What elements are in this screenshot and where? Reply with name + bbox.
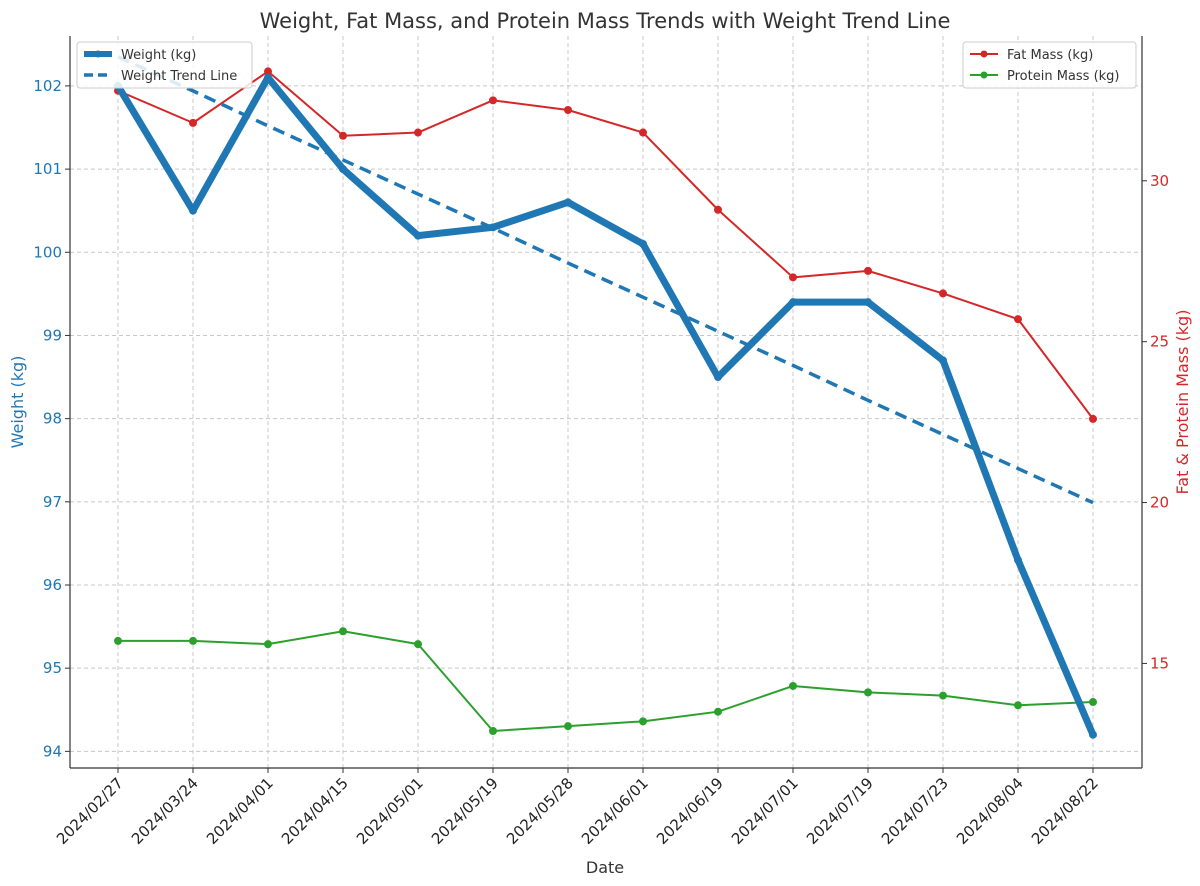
point-fat-mass-kg — [264, 67, 272, 76]
point-weight-kg — [639, 239, 647, 248]
series-layer — [114, 55, 1097, 739]
x-tick-label: 2024/02/27 — [53, 774, 127, 848]
x-tick-label: 2024/03/24 — [128, 774, 202, 848]
point-fat-mass-kg — [1089, 414, 1097, 423]
point-protein-mass-kg — [789, 681, 797, 690]
x-tick-label: 2024/07/23 — [878, 774, 952, 848]
point-fat-mass-kg — [789, 273, 797, 282]
series-line-protein-mass-kg — [118, 630, 1094, 732]
y-tick-label-left: 94 — [43, 742, 62, 760]
point-protein-mass-kg — [264, 640, 272, 649]
point-protein-mass-kg — [639, 717, 647, 726]
point-weight-kg — [1014, 556, 1022, 565]
point-weight-kg — [939, 356, 947, 365]
series-line-fat-mass-kg — [117, 70, 1094, 420]
y-tick-label-left: 101 — [33, 160, 62, 178]
y-axis-label-right: Fat & Protein Mass (kg) — [1173, 310, 1192, 495]
legend-label-fat: Fat Mass (kg) — [1007, 48, 1093, 63]
legend-label-protein: Protein Mass (kg) — [1007, 69, 1120, 84]
x-tick-label: 2024/06/19 — [653, 774, 727, 848]
y-tick-label-left: 95 — [43, 659, 62, 677]
point-fat-mass-kg — [714, 205, 722, 214]
y-tick-label-right: 30 — [1150, 172, 1169, 190]
point-protein-mass-kg — [939, 691, 947, 700]
point-fat-mass-kg — [189, 118, 197, 127]
point-protein-mass-kg — [1014, 701, 1022, 710]
point-fat-mass-kg — [339, 131, 347, 140]
y-tick-label-right: 25 — [1150, 333, 1169, 351]
y-tick-label-left: 97 — [43, 493, 62, 511]
point-protein-mass-kg — [339, 627, 347, 636]
legend-left: Weight (kg) Weight Trend Line — [76, 41, 253, 89]
x-tick-label: 2024/08/22 — [1028, 774, 1102, 848]
y-tick-label-left: 98 — [43, 410, 62, 428]
series-line-weight-trend-line — [117, 55, 1094, 505]
point-fat-mass-kg — [489, 96, 497, 105]
point-protein-mass-kg — [1089, 698, 1097, 707]
axes — [65, 36, 1147, 773]
x-tick-label: 2024/04/01 — [203, 774, 277, 848]
chart-title: Weight, Fat Mass, and Protein Mass Trend… — [260, 9, 951, 33]
point-fat-mass-kg — [1014, 315, 1022, 324]
y-tick-label-right: 20 — [1150, 494, 1169, 512]
point-weight-kg — [789, 298, 797, 307]
x-tick-label: 2024/07/19 — [803, 774, 877, 848]
point-weight-kg — [564, 198, 572, 207]
y-tick-label-left: 100 — [33, 243, 62, 261]
x-tick-label: 2024/07/01 — [728, 774, 802, 848]
legend-label-weight: Weight (kg) — [121, 48, 196, 63]
point-weight-kg — [714, 373, 722, 382]
y-tick-label-left: 99 — [43, 326, 62, 344]
point-fat-mass-kg — [564, 106, 572, 115]
x-tick-label: 2024/05/28 — [503, 774, 577, 848]
point-weight-kg — [414, 231, 422, 240]
grid-lines — [70, 36, 1142, 768]
legend-label-trend: Weight Trend Line — [121, 69, 237, 84]
point-protein-mass-kg — [564, 722, 572, 731]
point-fat-mass-kg — [939, 289, 947, 298]
point-protein-mass-kg — [489, 726, 497, 735]
x-axis-label: Date — [586, 858, 624, 877]
point-protein-mass-kg — [714, 707, 722, 716]
y-tick-label-right: 15 — [1150, 654, 1169, 672]
point-protein-mass-kg — [414, 640, 422, 649]
y-tick-label-left: 102 — [33, 77, 62, 95]
point-weight-kg — [339, 165, 347, 174]
x-tick-label: 2024/08/04 — [953, 774, 1027, 848]
series-line-weight-kg — [115, 74, 1097, 737]
point-protein-mass-kg — [864, 688, 872, 697]
legend-right: Fat Mass (kg) Protein Mass (kg) — [962, 41, 1137, 89]
point-protein-mass-kg — [189, 636, 197, 645]
y-axis-label-left: Weight (kg) — [8, 356, 27, 449]
x-tick-label: 2024/05/01 — [353, 774, 427, 848]
point-protein-mass-kg — [114, 636, 122, 645]
y-tick-label-left: 96 — [43, 576, 62, 594]
point-fat-mass-kg — [414, 128, 422, 137]
x-tick-label: 2024/05/19 — [428, 774, 502, 848]
point-weight-kg — [189, 206, 197, 215]
point-weight-kg — [489, 223, 497, 232]
point-weight-kg — [264, 73, 272, 82]
x-tick-label: 2024/04/15 — [278, 774, 352, 848]
point-fat-mass-kg — [864, 266, 872, 275]
point-weight-kg — [1089, 730, 1097, 739]
point-weight-kg — [864, 298, 872, 307]
x-tick-label: 2024/06/01 — [578, 774, 652, 848]
point-fat-mass-kg — [639, 128, 647, 137]
